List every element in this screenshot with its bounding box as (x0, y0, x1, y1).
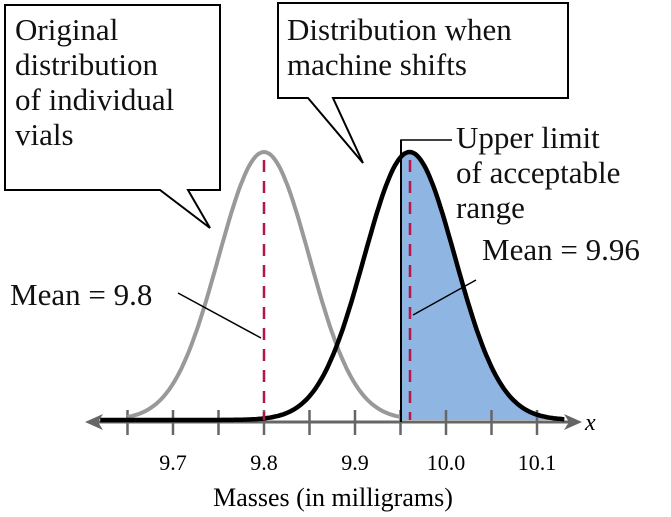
tick-label: 10.1 (518, 450, 557, 475)
tick-label: 9.8 (250, 450, 278, 475)
callout-shifted-text: Distribution when machine shifts (287, 12, 512, 82)
mean-shifted-label: Mean = 9.96 (482, 232, 640, 267)
mean-original-label: Mean = 9.8 (10, 277, 153, 312)
x-axis-title: Masses (in milligrams) (213, 483, 453, 512)
x-tick-labels: 9.7 9.8 9.9 10.0 10.1 (159, 450, 556, 475)
callout-original-box (4, 4, 221, 229)
upper-limit-label: Upper limit of acceptable range (456, 120, 621, 225)
x-axis-variable: x (584, 410, 596, 436)
tick-label: 10.0 (427, 450, 466, 475)
tick-label: 9.7 (159, 450, 187, 475)
mean-shifted-leader (412, 279, 477, 316)
callout-shifted-box (277, 2, 569, 164)
mean-original-leader (177, 292, 262, 339)
shifted-distribution-curve (100, 149, 565, 423)
shaded-region (400, 152, 565, 420)
axis-arrow-right-icon (564, 414, 582, 430)
tick-label: 9.9 (341, 450, 369, 475)
upper-limit-leader (400, 139, 452, 141)
original-distribution-curve (127, 149, 401, 419)
axis-arrow-left-icon (85, 414, 103, 430)
callout-original-text: Original distribution of individual vial… (15, 12, 175, 152)
